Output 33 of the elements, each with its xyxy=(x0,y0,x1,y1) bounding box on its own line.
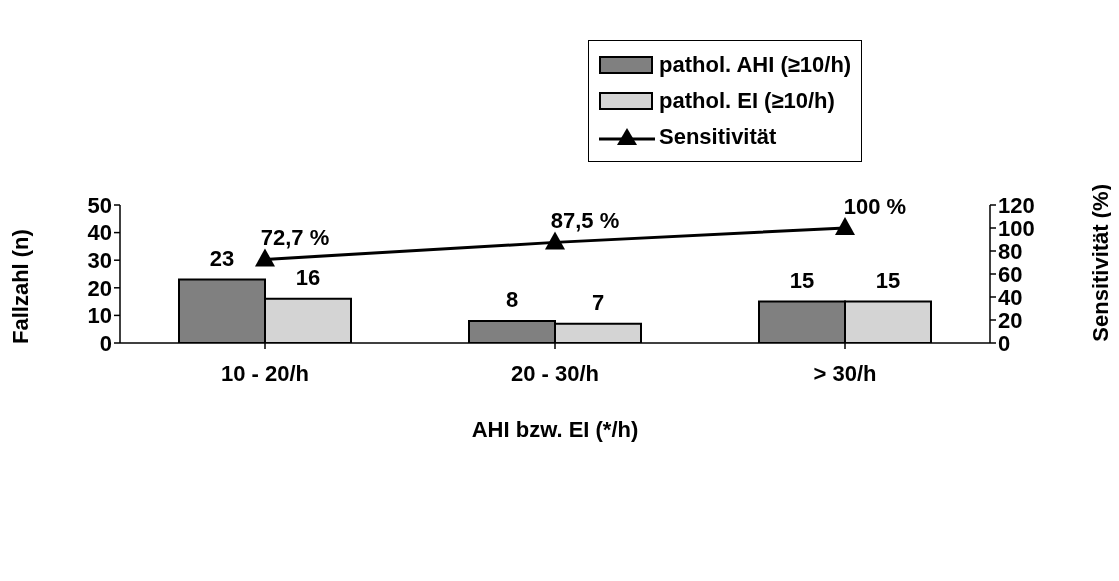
x-axis-title: AHI bzw. EI (*/h) xyxy=(471,417,639,442)
point xyxy=(835,217,855,235)
data-label: 100 % xyxy=(843,194,907,219)
legend-label: Sensitivität xyxy=(659,124,777,150)
x-tick-label: 20 - 30/h xyxy=(510,360,600,386)
data-label: 87,5 % xyxy=(550,208,620,234)
legend-label: pathol. EI (≥10/h) xyxy=(659,88,835,114)
y2-tick-label: 20 xyxy=(998,307,1023,333)
x-tick-label: > 30/h xyxy=(813,360,877,386)
data-label: 8 xyxy=(505,286,519,312)
point xyxy=(545,231,565,250)
x-tick-label: 10 - 20/h xyxy=(220,360,310,386)
y-tick-label: 30 xyxy=(87,248,112,274)
data-label: 15 xyxy=(875,267,901,293)
point xyxy=(255,248,275,267)
y-tick-label: 20 xyxy=(87,275,112,301)
y2-tick-label: 100 xyxy=(998,215,1035,241)
y2-tick-label: 60 xyxy=(998,261,1023,287)
y2-tick-label: 120 xyxy=(998,192,1035,218)
y-axis-title: Fallzahl (n) xyxy=(7,229,33,344)
y2-tick-label: 0 xyxy=(998,330,1011,356)
data-label: 72,7 % xyxy=(260,225,330,251)
data-label: 15 xyxy=(789,267,815,293)
y-tick-label: 10 xyxy=(87,303,112,329)
y2-tick-label: 40 xyxy=(998,284,1023,310)
y-tick-label: 40 xyxy=(87,220,112,246)
data-label: 7 xyxy=(591,289,605,315)
data-label: 23 xyxy=(209,245,235,271)
y-tick-label: 0 xyxy=(99,330,112,356)
data-label: 16 xyxy=(295,264,321,290)
y2-tick-label: 80 xyxy=(998,238,1023,264)
y-tick-label: 50 xyxy=(87,192,112,218)
legend-label: pathol. AHI (≥10/h) xyxy=(659,52,852,78)
